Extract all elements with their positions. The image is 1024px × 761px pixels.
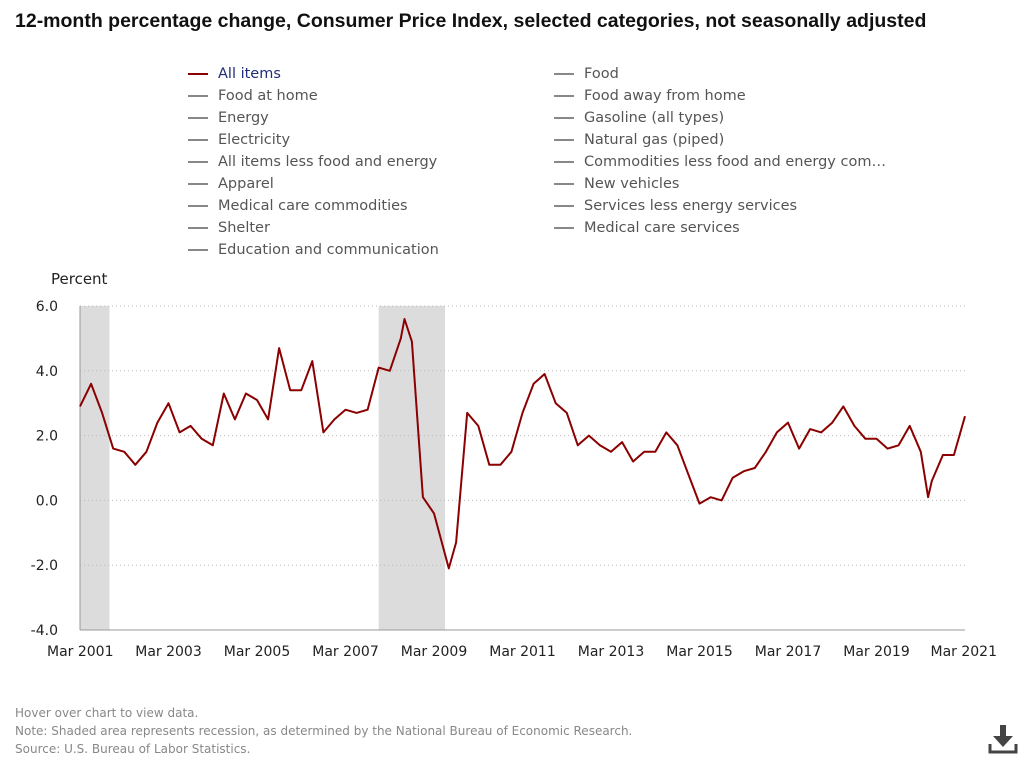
legend-label: Medical care services bbox=[584, 220, 740, 236]
legend-swatch bbox=[188, 161, 208, 163]
recession-note: Note: Shaded area represents recession, … bbox=[15, 724, 633, 738]
x-tick-label: Mar 2005 bbox=[224, 644, 291, 660]
legend-swatch bbox=[554, 139, 574, 141]
legend-label: Food at home bbox=[218, 88, 318, 104]
legend-label: Education and communication bbox=[218, 242, 439, 258]
legend-item[interactable]: Energy bbox=[188, 108, 269, 128]
legend-label: Medical care commodities bbox=[218, 198, 408, 214]
legend-swatch bbox=[188, 117, 208, 119]
legend-label: Natural gas (piped) bbox=[584, 132, 725, 148]
y-tick-label: 6.0 bbox=[36, 299, 58, 315]
legend-label: Energy bbox=[218, 110, 269, 126]
legend-swatch bbox=[554, 227, 574, 229]
x-tick-label: Mar 2017 bbox=[755, 644, 822, 660]
legend-swatch bbox=[188, 183, 208, 185]
legend-item[interactable]: Medical care services bbox=[554, 218, 740, 238]
legend-label: All items bbox=[218, 66, 281, 82]
legend-item[interactable]: Electricity bbox=[188, 130, 290, 150]
x-tick-label: Mar 2003 bbox=[135, 644, 202, 660]
recession-band bbox=[80, 306, 110, 630]
legend-label: Commodities less food and energy com… bbox=[584, 154, 886, 170]
legend-label: Gasoline (all types) bbox=[584, 110, 725, 126]
legend-label: All items less food and energy bbox=[218, 154, 438, 170]
legend-label: Food bbox=[584, 66, 619, 82]
legend-label: Apparel bbox=[218, 176, 274, 192]
x-tick-label: Mar 2015 bbox=[666, 644, 733, 660]
legend-item[interactable]: Education and communication bbox=[188, 240, 439, 260]
legend-item[interactable]: Shelter bbox=[188, 218, 270, 238]
legend-item[interactable]: Services less energy services bbox=[554, 196, 797, 216]
legend-swatch bbox=[554, 117, 574, 119]
legend-item[interactable]: Food bbox=[554, 64, 619, 84]
legend-item[interactable]: Apparel bbox=[188, 174, 274, 194]
legend-swatch bbox=[188, 249, 208, 251]
legend-label: Services less energy services bbox=[584, 198, 798, 214]
x-tick-label: Mar 2007 bbox=[312, 644, 379, 660]
hover-hint: Hover over chart to view data. bbox=[15, 706, 199, 720]
legend-item[interactable]: Natural gas (piped) bbox=[554, 130, 724, 150]
x-tick-label: Mar 2009 bbox=[401, 644, 468, 660]
x-tick-label: Mar 2019 bbox=[843, 644, 910, 660]
legend-swatch bbox=[188, 139, 208, 141]
legend-swatch bbox=[554, 95, 574, 97]
legend-item[interactable]: Food at home bbox=[188, 86, 318, 106]
legend-swatch bbox=[188, 73, 208, 75]
legend-swatch bbox=[554, 183, 574, 185]
legend-item[interactable]: All items bbox=[188, 64, 281, 84]
download-icon[interactable] bbox=[988, 722, 1018, 754]
legend-item[interactable]: Food away from home bbox=[554, 86, 746, 106]
source-note: Source: U.S. Bureau of Labor Statistics. bbox=[15, 742, 251, 756]
legend-swatch bbox=[188, 205, 208, 207]
recession-band bbox=[378, 306, 446, 630]
chart-footer: Hover over chart to view data. Note: Sha… bbox=[15, 704, 632, 758]
x-tick-label: Mar 2001 bbox=[47, 644, 114, 660]
legend-swatch bbox=[554, 73, 574, 75]
x-tick-label: Mar 2013 bbox=[578, 644, 645, 660]
legend-swatch bbox=[188, 95, 208, 97]
chart-title: 12-month percentage change, Consumer Pri… bbox=[15, 10, 927, 32]
y-axis-label: Percent bbox=[51, 270, 108, 288]
legend-swatch bbox=[554, 205, 574, 207]
y-tick-label: -2.0 bbox=[31, 558, 58, 574]
line-chart[interactable]: -4.0 -2.0 0.0 2.0 4.0 6.0 Percent Mar 2001 Mar 2… bbox=[0, 265, 1024, 665]
legend-swatch bbox=[554, 161, 574, 163]
legend-label: Electricity bbox=[218, 132, 291, 148]
y-tick-label: 4.0 bbox=[36, 364, 58, 380]
legend-swatch bbox=[188, 227, 208, 229]
legend-item[interactable]: Commodities less food and energy com… bbox=[554, 152, 886, 172]
legend-label: Food away from home bbox=[584, 88, 746, 104]
legend-item[interactable]: Gasoline (all types) bbox=[554, 108, 724, 128]
series-line-all-items[interactable] bbox=[79, 318, 966, 570]
legend-item[interactable]: All items less food and energy bbox=[188, 152, 437, 172]
legend-label: Shelter bbox=[218, 220, 270, 236]
legend-item[interactable]: Medical care commodities bbox=[188, 196, 408, 216]
x-tick-label: Mar 2011 bbox=[489, 644, 556, 660]
x-tick-label: Mar 2021 bbox=[931, 644, 998, 660]
y-tick-label: 0.0 bbox=[36, 493, 58, 509]
legend-label: New vehicles bbox=[584, 176, 680, 192]
y-tick-label: -4.0 bbox=[31, 623, 58, 639]
y-tick-label: 2.0 bbox=[36, 429, 58, 445]
legend-item[interactable]: New vehicles bbox=[554, 174, 679, 194]
